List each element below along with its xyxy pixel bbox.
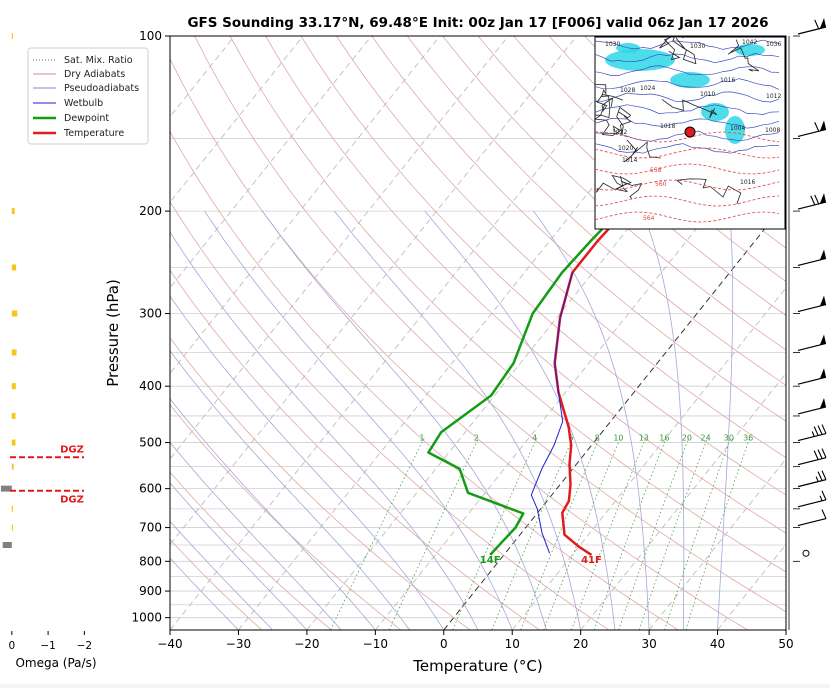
x-tick-label: 40 bbox=[710, 637, 725, 651]
mixing-ratio-label: 1 bbox=[419, 434, 424, 443]
x-tick-label: 0 bbox=[440, 637, 448, 651]
omega-bar bbox=[12, 208, 15, 214]
x-axis-label: Temperature (°C) bbox=[412, 657, 542, 675]
omega-tick-label: −2 bbox=[77, 640, 92, 652]
y-tick-label: 500 bbox=[139, 436, 162, 450]
map-height-label: 560 bbox=[655, 181, 667, 188]
map-isobar-label: 1016 bbox=[720, 77, 735, 84]
omega-bar bbox=[12, 506, 13, 512]
map-isobar-label: 1018 bbox=[660, 123, 675, 130]
legend-label-dry-adiabats: Dry Adiabats bbox=[64, 69, 125, 80]
x-tick-label: −40 bbox=[157, 637, 182, 651]
precip-area bbox=[605, 49, 675, 71]
omega-bar bbox=[12, 349, 17, 355]
x-tick-label: 20 bbox=[573, 637, 588, 651]
map-isobar-label: 1008 bbox=[765, 127, 780, 134]
mixing-ratio-label: 8 bbox=[595, 434, 600, 443]
dgz-label: DGZ bbox=[60, 444, 84, 455]
map-height-label: 564 bbox=[643, 215, 655, 222]
omega-bar bbox=[12, 264, 16, 270]
mixing-ratio-label: 36 bbox=[743, 434, 753, 443]
y-tick-label: 600 bbox=[139, 482, 162, 496]
y-tick-label: 1000 bbox=[131, 611, 162, 625]
omega-axis-label: Omega (Pa/s) bbox=[15, 656, 96, 670]
y-tick-label: 200 bbox=[139, 204, 162, 218]
y-tick-label: 100 bbox=[139, 29, 162, 43]
map-isobar-label: 1030 bbox=[690, 43, 705, 50]
mixing-ratio-label: 24 bbox=[701, 434, 711, 443]
legend-label-dewpoint: Dewpoint bbox=[64, 113, 109, 124]
map-height-label: 558 bbox=[650, 167, 662, 174]
chart-title: GFS Sounding 33.17°N, 69.48°E Init: 00z … bbox=[187, 15, 768, 31]
mixing-ratio-label: 13 bbox=[639, 434, 649, 443]
x-tick-label: −30 bbox=[226, 637, 251, 651]
omega-bar bbox=[12, 525, 13, 531]
mixing-ratio-label: 2 bbox=[474, 434, 479, 443]
surface-temperature-label: 41F bbox=[581, 555, 602, 566]
map-isobar-label: 1028 bbox=[620, 87, 635, 94]
legend-label-pseudoadiabats: Pseudoadiabats bbox=[64, 83, 139, 94]
omega-tick-label: −1 bbox=[40, 640, 55, 652]
map-isobar-label: 1024 bbox=[640, 85, 655, 92]
mixing-ratio-label: 10 bbox=[613, 434, 623, 443]
mixing-ratio-label: 20 bbox=[682, 434, 692, 443]
mixing-ratio-label: 16 bbox=[659, 434, 669, 443]
x-tick-label: −10 bbox=[363, 637, 388, 651]
map-isobar-label: 1022 bbox=[612, 129, 627, 136]
y-axis-label: Pressure (hPa) bbox=[104, 279, 122, 387]
map-isobar-label: 1014 bbox=[622, 157, 637, 164]
omega-tick-label: 0 bbox=[8, 640, 15, 652]
y-tick-label: 700 bbox=[139, 521, 162, 535]
omega-bar bbox=[3, 542, 12, 548]
legend-label-wetbulb: Wetbulb bbox=[64, 98, 103, 109]
map-isobar-label: 1030 bbox=[605, 41, 620, 48]
x-tick-label: 30 bbox=[641, 637, 656, 651]
surface-dewpoint-label: 14F bbox=[480, 555, 501, 566]
omega-bar bbox=[12, 311, 17, 317]
omega-bar bbox=[12, 464, 14, 470]
omega-bar bbox=[12, 33, 13, 39]
legend-label-temperature: Temperature bbox=[63, 128, 124, 139]
y-tick-label: 300 bbox=[139, 307, 162, 321]
location-marker bbox=[685, 127, 695, 137]
map-isobar-label: 1036 bbox=[766, 41, 781, 48]
x-tick-label: 50 bbox=[778, 637, 793, 651]
y-tick-label: 900 bbox=[139, 584, 162, 598]
omega-bar bbox=[12, 383, 16, 389]
x-tick-label: −20 bbox=[294, 637, 319, 651]
mixing-ratio-label: 30 bbox=[724, 434, 734, 443]
omega-bar bbox=[12, 440, 16, 446]
map-isobar-label: 1010 bbox=[700, 91, 715, 98]
precip-area bbox=[701, 103, 729, 121]
mixing-ratio-label: 4 bbox=[532, 434, 537, 443]
omega-bar bbox=[12, 413, 16, 419]
legend: Sat. Mix. Ratio Dry Adiabats Pseudoadiab… bbox=[28, 48, 148, 144]
y-tick-label: 800 bbox=[139, 554, 162, 568]
map-isobar-label: 1004 bbox=[730, 125, 745, 132]
map-isobar-label: 1020 bbox=[618, 145, 633, 152]
map-isobar-label: 1042 bbox=[742, 39, 757, 46]
map-isobar-label: 1012 bbox=[766, 93, 781, 100]
y-tick-label: 400 bbox=[139, 379, 162, 393]
dgz-label: DGZ bbox=[60, 495, 84, 506]
legend-label-mixing-ratio: Sat. Mix. Ratio bbox=[64, 55, 133, 66]
x-tick-label: 10 bbox=[505, 637, 520, 651]
map-isobar-label: 1016 bbox=[740, 179, 755, 186]
map-inset: 1030 1028 1024 1022 1020 1014 1016 1004 1008 1012… bbox=[595, 37, 785, 229]
